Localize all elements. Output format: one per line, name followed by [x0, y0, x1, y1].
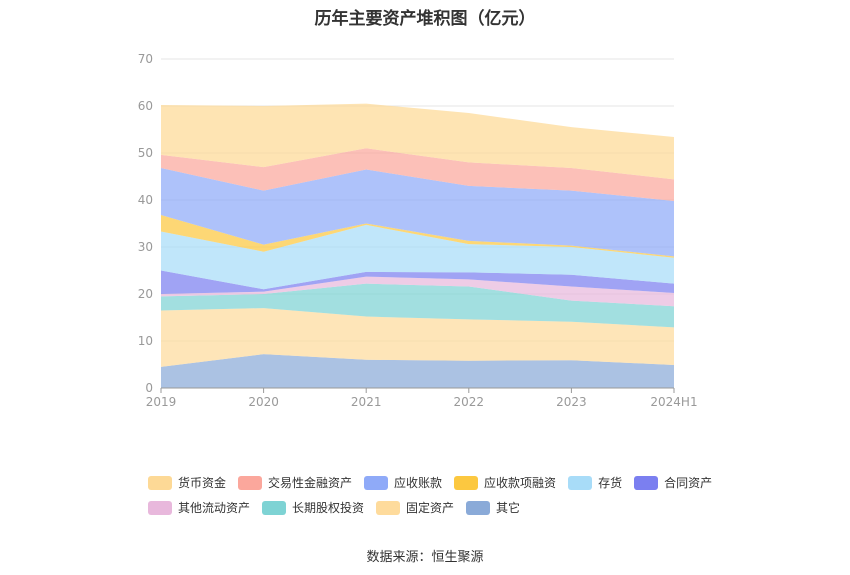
area-series [161, 276, 674, 307]
legend-label: 其它 [496, 501, 521, 515]
legend-row-2: 其他流动资产 长期股权投资 固定资产 其它 [148, 495, 748, 520]
area-series [161, 354, 674, 388]
y-tick-label: 10 [138, 334, 153, 348]
area-series [161, 224, 674, 290]
stacked-area-chart: 0 10 20 30 40 50 60 70 2019 2020 2021 2022 2023 2024H… [138, 52, 698, 409]
legend-label: 应收账款 [394, 476, 443, 490]
legend-item[interactable]: 应收款项融资 [454, 474, 556, 491]
legend-item[interactable]: 交易性金融资产 [238, 474, 352, 491]
y-tick-label: 40 [138, 193, 153, 207]
area-series [161, 148, 674, 201]
legend-swatch [148, 500, 172, 515]
legend-swatch [376, 500, 401, 515]
legend: 货币资金 交易性金融资产 应收账款 应收款项融资 存货 合同资产 其他流动资产 长期股权投资… [148, 470, 748, 520]
legend-swatch [454, 475, 479, 490]
y-tick-label: 30 [138, 240, 153, 254]
legend-item[interactable]: 应收账款 [364, 474, 442, 491]
y-tick-label: 60 [138, 99, 153, 113]
area-series [161, 308, 674, 367]
x-tick-label: 2019 [146, 395, 177, 409]
legend-label: 其他流动资产 [178, 501, 251, 515]
legend-label: 长期股权投资 [292, 501, 365, 515]
legend-label: 货币资金 [178, 476, 227, 490]
legend-item[interactable]: 固定资产 [376, 499, 454, 516]
area-series [161, 103, 674, 180]
legend-item[interactable]: 存货 [568, 474, 622, 491]
legend-item[interactable]: 合同资产 [634, 474, 712, 491]
legend-swatch [466, 500, 491, 515]
area-series [161, 168, 674, 257]
legend-swatch [568, 475, 593, 490]
x-tick-label: 2021 [351, 395, 382, 409]
legend-swatch [148, 475, 172, 490]
area-series [161, 283, 674, 328]
y-tick-label: 0 [145, 381, 153, 395]
y-tick-label: 20 [138, 287, 153, 301]
legend-row-1: 货币资金 交易性金融资产 应收账款 应收款项融资 存货 合同资产 [148, 470, 748, 495]
legend-item[interactable]: 货币资金 [148, 474, 226, 491]
legend-swatch [238, 475, 263, 490]
legend-label: 应收款项融资 [484, 476, 557, 490]
y-tick-label: 50 [138, 146, 153, 160]
legend-item[interactable]: 其他流动资产 [148, 499, 250, 516]
x-tick-label: 2020 [248, 395, 279, 409]
legend-swatch [634, 475, 659, 490]
legend-label: 存货 [598, 476, 623, 490]
legend-label: 交易性金融资产 [268, 476, 353, 490]
area-series [161, 270, 674, 294]
legend-label: 固定资产 [406, 501, 455, 515]
legend-item[interactable]: 其它 [466, 499, 520, 516]
chart-title: 历年主要资产堆积图（亿元） [314, 9, 536, 29]
legend-item[interactable]: 长期股权投资 [262, 499, 364, 516]
x-tick-label: 2022 [454, 395, 485, 409]
legend-label: 合同资产 [664, 476, 713, 490]
y-tick-label: 70 [138, 52, 153, 66]
x-tick-label: 2024H1 [650, 395, 697, 409]
legend-swatch [364, 475, 389, 490]
data-source: 数据来源：恒生聚源 [366, 550, 484, 565]
legend-swatch [262, 500, 287, 515]
x-tick-label: 2023 [556, 395, 587, 409]
